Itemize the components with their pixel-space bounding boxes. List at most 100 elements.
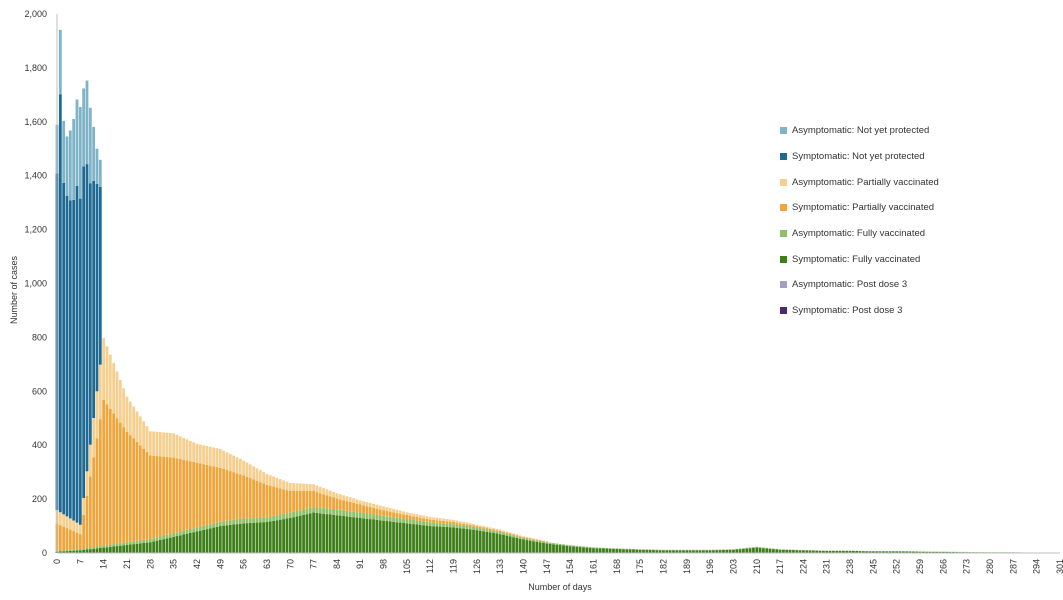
bar-segment — [642, 549, 645, 550]
y-tick-label: 0 — [42, 548, 47, 558]
bar-segment — [129, 435, 132, 542]
bar-segment — [492, 528, 495, 529]
bar-segment — [346, 501, 349, 511]
bar-segment — [442, 519, 445, 521]
bar-segment — [192, 462, 195, 528]
bar-segment — [229, 520, 232, 525]
bar-segment — [206, 525, 209, 529]
bar-segment — [535, 542, 538, 553]
bar-segment — [455, 523, 458, 525]
bar-segment — [219, 526, 222, 553]
bar-segment — [92, 181, 95, 418]
bar-segment — [352, 517, 355, 553]
bar-segment — [266, 485, 269, 517]
bar-segment — [659, 550, 662, 551]
bar-segment — [319, 513, 322, 553]
legend-item: Asymptomatic: Not yet protected — [780, 118, 1030, 144]
bar-segment — [399, 523, 402, 553]
bar-segment — [296, 516, 299, 553]
bar-segment — [192, 532, 195, 553]
bar-segment — [189, 533, 192, 553]
bar-segment — [326, 514, 329, 553]
bar-segment — [349, 497, 352, 502]
bar-segment — [579, 546, 582, 547]
bar-segment — [519, 535, 522, 536]
bar-segment — [342, 510, 345, 516]
bar-segment — [362, 501, 365, 505]
bar-segment — [236, 524, 239, 553]
bar-segment — [359, 504, 362, 512]
bar-segment — [409, 524, 412, 553]
x-tick-label: 273 — [962, 559, 972, 574]
bar-segment — [356, 518, 359, 553]
bar-segment — [512, 534, 515, 535]
bar-segment — [162, 539, 165, 553]
bar-segment — [482, 527, 485, 528]
bar-segment — [146, 426, 149, 452]
bar-segment — [169, 534, 172, 538]
bar-segment — [742, 548, 745, 549]
bar-segment — [322, 488, 325, 494]
bar-segment — [79, 199, 82, 525]
bar-segment — [186, 530, 189, 534]
x-tick-label: 63 — [262, 559, 272, 569]
bar-segment — [216, 523, 219, 527]
bar-segment — [266, 522, 269, 553]
bar-segment — [202, 445, 205, 464]
bar-segment — [162, 432, 165, 456]
bar-segment — [142, 449, 145, 540]
bar-segment — [405, 515, 408, 519]
bar-segment — [509, 534, 512, 535]
bar-segment — [282, 519, 285, 553]
bar-segment — [292, 517, 295, 553]
bar-segment — [239, 459, 242, 474]
bar-segment — [329, 491, 332, 497]
bar-segment — [585, 547, 588, 548]
y-tick-label: 600 — [32, 386, 47, 396]
x-tick-label: 147 — [542, 559, 552, 574]
bar-segment — [146, 539, 149, 542]
bar-segment — [79, 107, 82, 199]
bar-segment — [739, 549, 742, 553]
bar-segment — [662, 550, 665, 551]
bar-segment — [719, 550, 722, 551]
bar-segment — [359, 500, 362, 504]
bar-segment — [545, 544, 548, 553]
bar-segment — [182, 438, 185, 460]
bar-segment — [579, 547, 582, 553]
bar-segment — [559, 545, 562, 553]
bar-segment — [389, 508, 392, 512]
bar-segment — [316, 492, 319, 507]
y-tick-label: 1,200 — [24, 225, 47, 235]
bar-segment — [452, 522, 455, 524]
x-tick-label: 266 — [938, 559, 948, 574]
bar-segment — [86, 471, 89, 495]
bar-segment — [176, 458, 179, 532]
bar-segment — [259, 522, 262, 553]
bar-segment — [532, 541, 535, 553]
bar-segment — [329, 509, 332, 515]
bar-segment — [196, 531, 199, 553]
bar-segment — [435, 520, 438, 523]
bar-segment — [126, 542, 129, 545]
bar-segment — [735, 549, 738, 550]
bar-segment — [735, 549, 738, 553]
legend-swatch — [780, 153, 787, 160]
bar-segment — [725, 549, 728, 550]
bar-segment — [629, 549, 632, 550]
bar-segment — [86, 81, 89, 165]
bar-segment — [59, 550, 62, 551]
bar-segment — [339, 499, 342, 509]
bar-segment — [159, 536, 162, 539]
bar-segment — [136, 544, 139, 553]
bar-segment — [126, 397, 129, 432]
bar-segment — [542, 540, 545, 541]
bar-segment — [539, 541, 542, 542]
bar-segment — [425, 522, 428, 526]
bar-segment — [136, 442, 139, 541]
bar-segment — [332, 515, 335, 553]
bar-segment — [489, 527, 492, 528]
bar-segment — [342, 495, 345, 500]
bar-segment — [176, 435, 179, 458]
legend-label: Asymptomatic: Not yet protected — [792, 125, 929, 136]
